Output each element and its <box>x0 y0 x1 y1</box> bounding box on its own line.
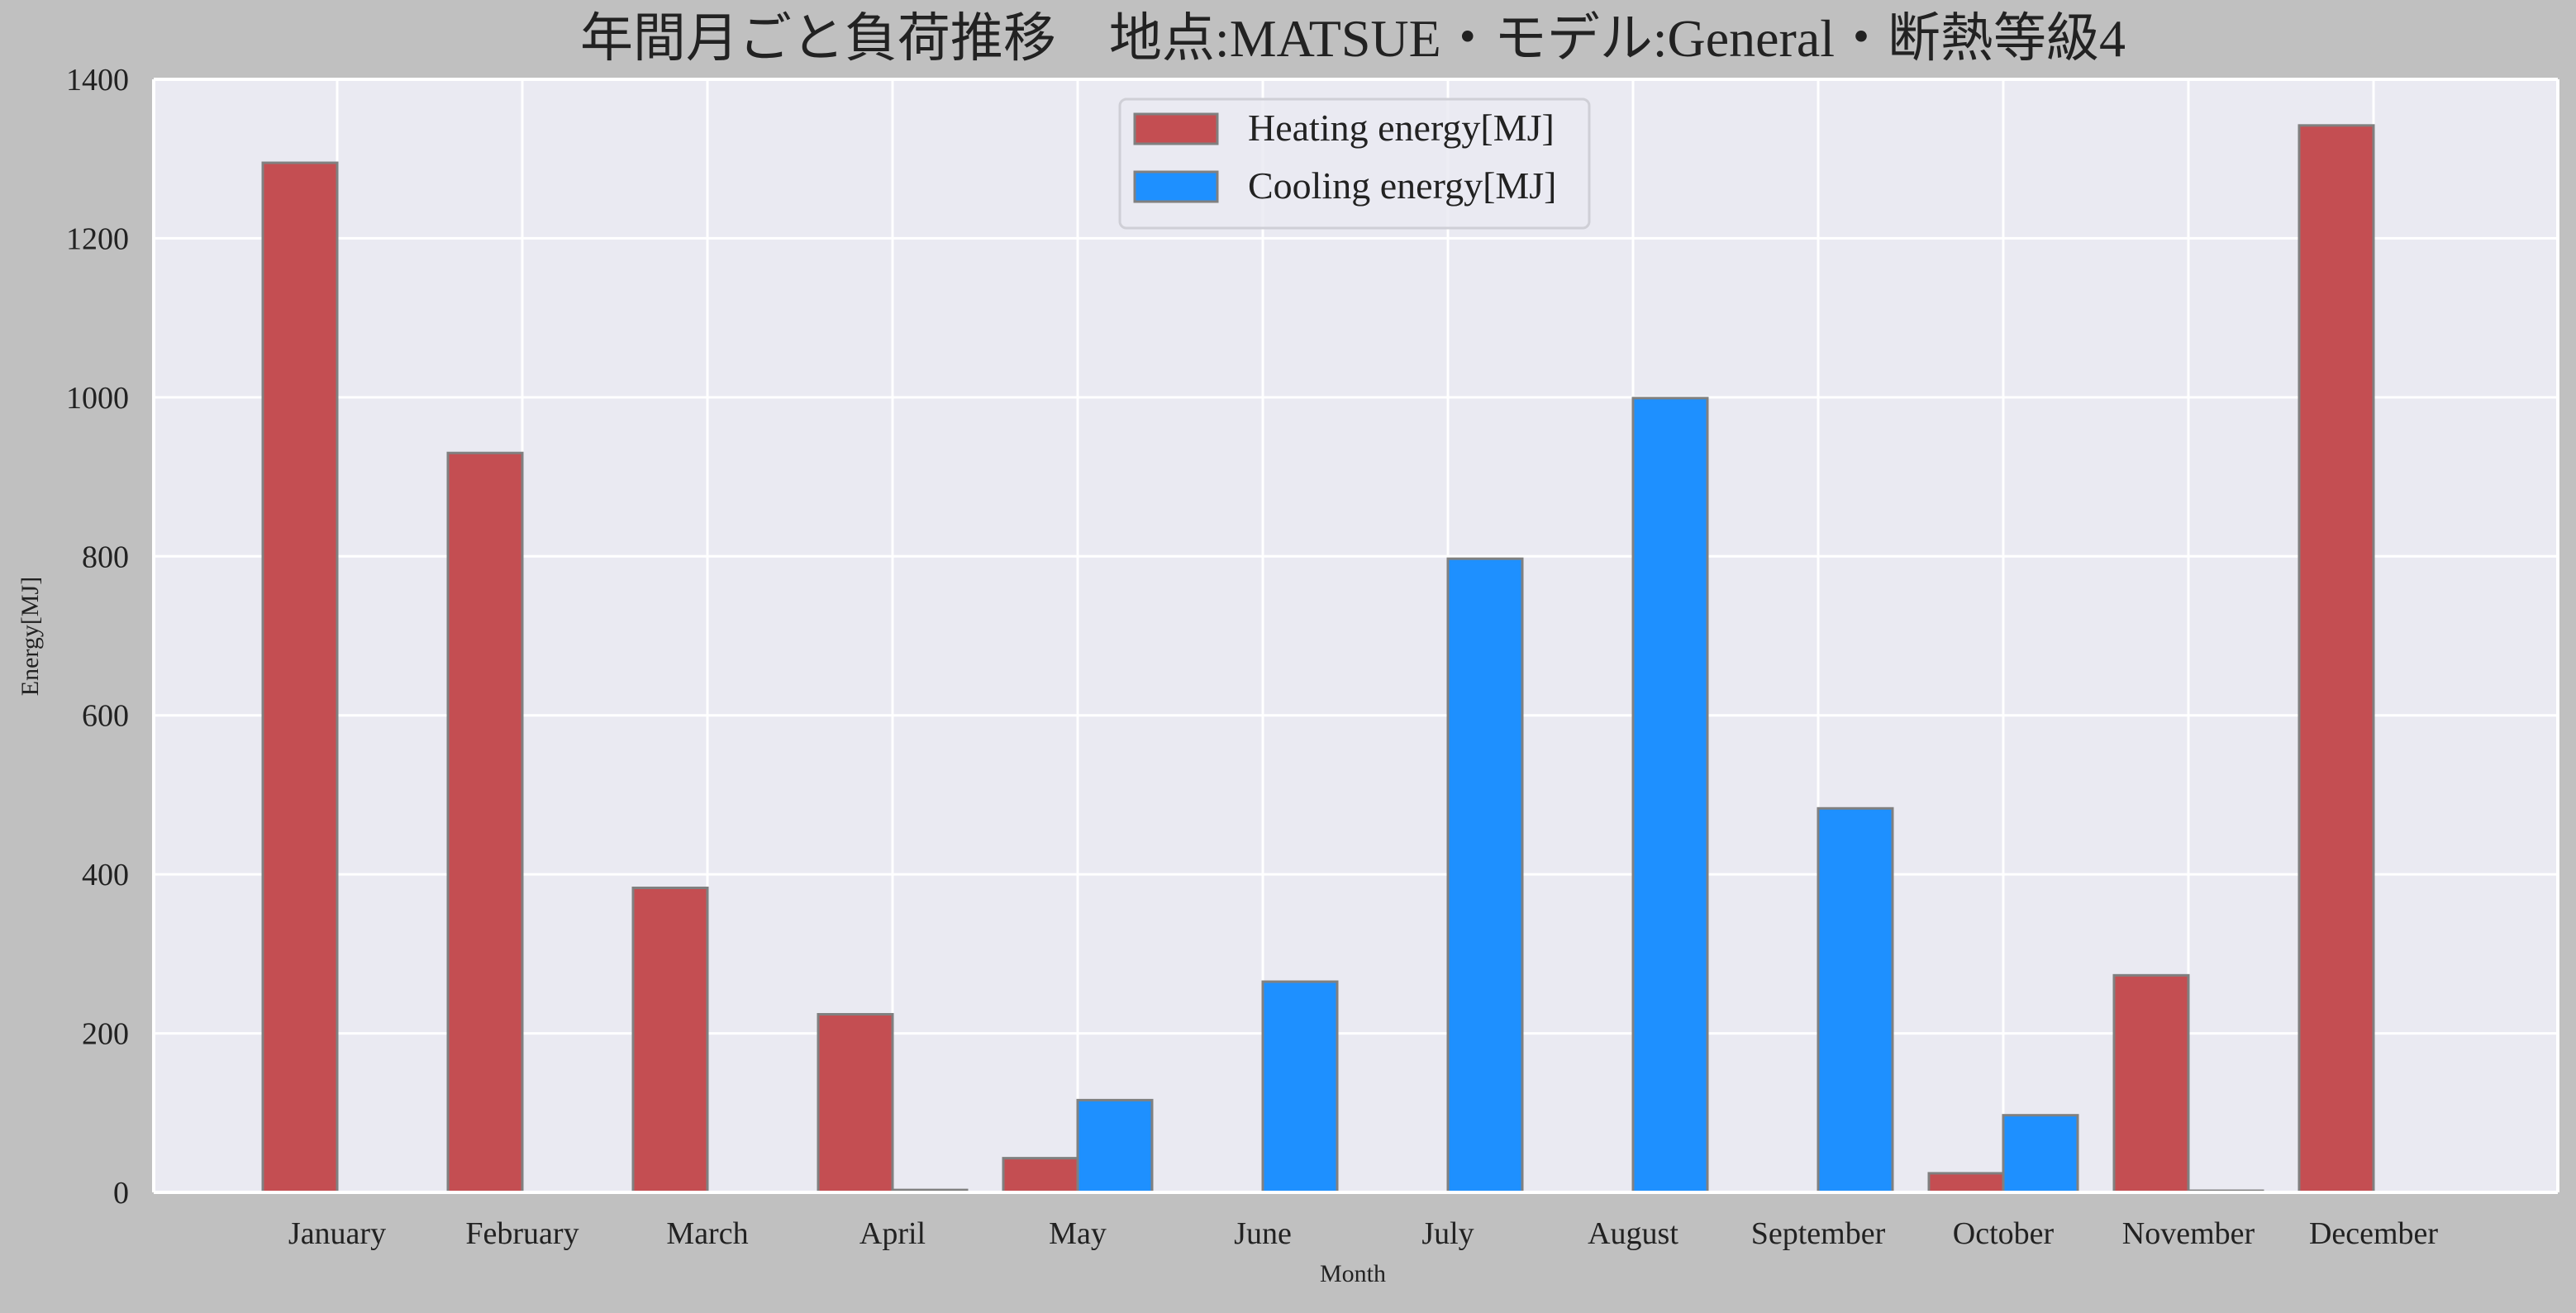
legend-swatch <box>1133 170 1219 203</box>
heating-bar-april <box>817 1012 894 1194</box>
x-tick-label: December <box>2309 1216 2438 1251</box>
y-tick-label: 600 <box>82 699 129 734</box>
heating-bar-november <box>2112 973 2190 1194</box>
y-axis-label: Energy[MJ] <box>17 577 44 696</box>
cooling-bar-october <box>2002 1114 2079 1194</box>
x-tick-label: April <box>859 1216 926 1251</box>
x-tick-label: July <box>1421 1216 1474 1251</box>
x-axis-label: Month <box>1320 1260 1386 1287</box>
cooling-bar-september <box>1817 806 1894 1194</box>
x-tick-label: January <box>288 1216 386 1251</box>
legend-box <box>1118 98 1591 230</box>
x-tick-label: March <box>666 1216 748 1251</box>
cooling-bar-may <box>1076 1098 1154 1194</box>
x-tick-label: September <box>1751 1216 1886 1251</box>
x-tick-label: October <box>1953 1216 2055 1251</box>
heating-bar-march <box>631 886 709 1194</box>
y-tick-label: 1400 <box>66 63 129 98</box>
y-tick-label: 200 <box>82 1017 129 1052</box>
cooling-bar-july <box>1446 557 1524 1194</box>
legend-label: Cooling energy[MJ] <box>1248 164 1557 207</box>
chart-title: 年間月ごと負荷推移 地点:MATSUE・モデル:General・断熱等級4 <box>580 9 2126 68</box>
y-tick-label: 1000 <box>66 381 129 416</box>
heating-bar-october <box>1927 1172 2005 1194</box>
heating-bar-may <box>1002 1157 1079 1194</box>
y-tick-label: 400 <box>82 858 129 892</box>
heating-bar-december <box>2297 124 2375 1194</box>
cooling-bar-august <box>1631 397 1709 1194</box>
heating-bar-january <box>261 161 339 1194</box>
x-tick-label: June <box>1234 1216 1292 1251</box>
x-tick-label: November <box>2122 1216 2255 1251</box>
legend: Heating energy[MJ] Cooling energy[MJ] <box>1118 98 1591 230</box>
x-tick-label: February <box>465 1216 579 1251</box>
legend-swatch <box>1133 112 1219 145</box>
y-tick-label: 1200 <box>66 221 129 256</box>
bars <box>261 124 2450 1194</box>
y-tick-label: 800 <box>82 540 129 574</box>
x-tick-label: August <box>1588 1216 1678 1251</box>
axes: 0 200 400 600 800 1000 1200 1400 January February… <box>66 63 2559 1251</box>
legend-label: Heating energy[MJ] <box>1248 107 1555 149</box>
y-tick-label: 0 <box>113 1176 129 1211</box>
x-tick-label: May <box>1049 1216 1107 1251</box>
cooling-bar-june <box>1261 980 1339 1194</box>
heating-bar-february <box>446 451 524 1194</box>
